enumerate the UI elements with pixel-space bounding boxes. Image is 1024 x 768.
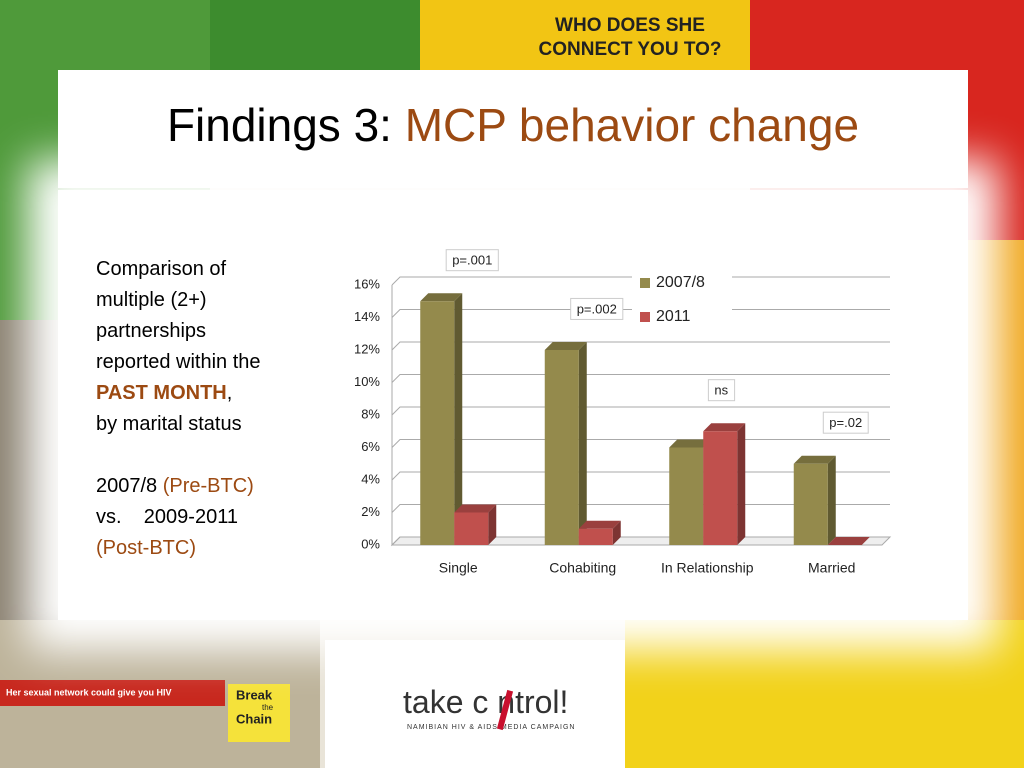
period-label: (Pre-BTC) xyxy=(162,475,254,497)
x-tick-label: Single xyxy=(439,560,478,576)
bar-side xyxy=(737,423,746,545)
grid-line xyxy=(391,374,890,383)
y-tick-label: 4% xyxy=(361,471,380,486)
period: 2007/8 xyxy=(96,475,158,497)
title-prefix: Findings 3: xyxy=(166,99,392,151)
annotation: p=.002 xyxy=(577,301,617,316)
legend-box xyxy=(632,265,732,335)
poster-gray xyxy=(0,320,60,660)
poster-yellow2 xyxy=(625,620,1024,768)
grid-line xyxy=(391,406,890,416)
desc-line: Comparison of xyxy=(96,258,227,280)
logo-tagline: NAMIBIAN HIV & AIDS MEDIA CAMPAIGN xyxy=(407,724,576,731)
bar xyxy=(703,423,746,545)
annotation-box xyxy=(445,249,499,272)
bar-top xyxy=(578,520,621,529)
annotation-box xyxy=(822,411,869,434)
chain-text: Break xyxy=(236,687,273,702)
title-box: Findings 3: MCP behavior change xyxy=(58,70,968,188)
x-tick-label: Cohabiting xyxy=(549,560,616,576)
desc-line: by marital status xyxy=(96,413,242,435)
title-highlight: MCP behavior change xyxy=(404,99,860,151)
x-tick-label: Married xyxy=(808,560,855,576)
legend-swatch xyxy=(640,278,650,288)
chain-text: Chain xyxy=(236,711,272,726)
bar-front xyxy=(703,431,738,545)
chart: 0% 2% 4% 6% 8% 10% 12% 14% 16% Single Cohabiting In… xyxy=(354,249,892,576)
bar-top xyxy=(420,293,463,302)
banner-text: Her sexual network could give you HIV xyxy=(6,687,172,697)
legend-label: 2007/8 xyxy=(656,274,705,291)
y-tick-label: 12% xyxy=(354,341,380,356)
bar-top xyxy=(827,537,870,545)
desc-line: multiple (2+) xyxy=(96,289,207,311)
bar-front xyxy=(420,301,455,545)
bar xyxy=(420,293,463,545)
bar-front xyxy=(454,512,489,545)
desc-line: PAST MONTH, xyxy=(96,378,261,409)
period: 2009-2011 xyxy=(143,506,238,528)
bar-front xyxy=(544,350,579,545)
bar xyxy=(454,504,497,545)
content-panel xyxy=(58,190,968,620)
poster-orange xyxy=(960,240,1024,640)
y-tick-label: 0% xyxy=(361,536,380,551)
bar-side xyxy=(578,342,587,545)
bar-side xyxy=(488,504,497,545)
vs: vs. xyxy=(96,506,122,528)
desc-line: 2007/8 (Pre-BTC) xyxy=(96,471,261,502)
annotation: p=.02 xyxy=(829,415,862,430)
legend-label: 2011 xyxy=(656,308,691,325)
description: Comparison of multiple (2+) partnerships… xyxy=(96,254,261,564)
bar-top xyxy=(793,455,836,464)
legend-swatch xyxy=(640,312,650,322)
bar-top xyxy=(669,439,712,448)
poster-text: CONNECT YOU TO? xyxy=(539,39,722,60)
bar-front xyxy=(669,447,704,545)
grid-line xyxy=(391,439,890,448)
y-tick-label: 8% xyxy=(361,406,380,421)
annotation: ns xyxy=(714,383,728,398)
y-tick-label: 16% xyxy=(354,276,380,291)
y-tick-label: 10% xyxy=(354,374,380,389)
x-tick-label: In Relationship xyxy=(661,560,754,576)
y-tick-label: 2% xyxy=(361,504,380,519)
desc-emphasis: PAST MONTH xyxy=(96,382,227,404)
period-label: (Post-BTC) xyxy=(96,537,196,559)
logo-name: take c ntrol! xyxy=(403,684,569,720)
slide-title: Findings 3: MCP behavior change xyxy=(58,98,968,152)
bar-top xyxy=(703,423,746,432)
bar xyxy=(793,455,836,545)
desc-line: vs. 2009-2011 xyxy=(96,502,261,533)
poster-text: WHO DOES SHE xyxy=(555,15,705,36)
bar-top xyxy=(454,504,497,513)
bar xyxy=(544,342,587,545)
chain-box xyxy=(228,684,290,742)
chain-text: the xyxy=(262,703,274,712)
bar-side xyxy=(612,520,621,545)
annotation-box xyxy=(570,297,624,320)
grid-line xyxy=(391,341,890,351)
annotation-box xyxy=(707,379,736,402)
annotation: p=.001 xyxy=(452,253,492,268)
desc-comma: , xyxy=(226,382,233,404)
bar-front xyxy=(793,463,828,545)
bar-top xyxy=(544,342,587,350)
banner xyxy=(0,680,225,706)
bar xyxy=(827,537,870,545)
desc-line: reported within the xyxy=(96,351,261,373)
bar-front xyxy=(578,528,613,545)
logo: take c ntrol! NAMIBIAN HIV & AIDS MEDIA … xyxy=(325,640,625,768)
y-tick-label: 6% xyxy=(361,439,380,454)
bar-side xyxy=(454,293,463,545)
desc-line: partnerships xyxy=(96,320,207,342)
y-tick-label: 14% xyxy=(354,309,380,324)
bar xyxy=(578,520,621,545)
bar-side xyxy=(827,455,836,545)
